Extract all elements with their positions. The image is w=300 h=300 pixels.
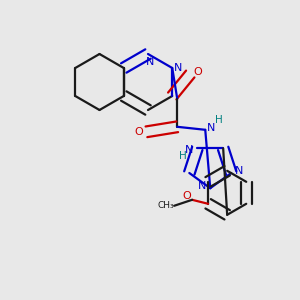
Text: O: O [134, 127, 143, 137]
Text: N: N [185, 146, 194, 155]
Text: O: O [183, 191, 191, 201]
Text: N: N [207, 123, 215, 133]
Text: H: H [215, 115, 223, 125]
Text: N: N [146, 57, 154, 67]
Text: CH₃: CH₃ [158, 201, 174, 210]
Text: N: N [174, 63, 182, 73]
Text: H: H [179, 152, 187, 161]
Text: O: O [194, 67, 203, 77]
Text: N: N [198, 181, 206, 191]
Text: N: N [235, 166, 243, 176]
